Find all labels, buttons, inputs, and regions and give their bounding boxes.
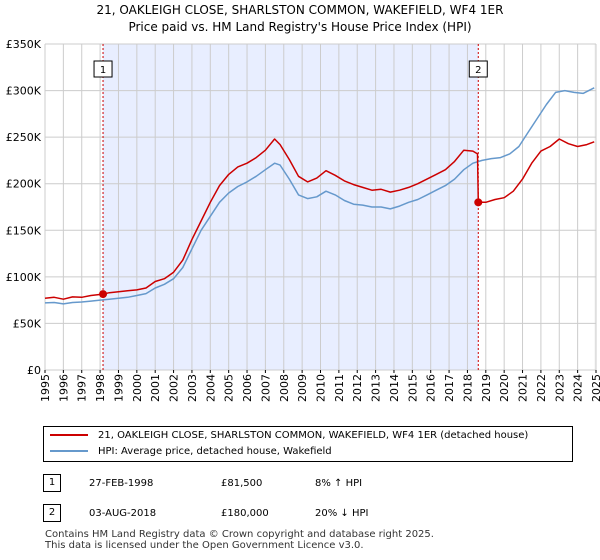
legend-item-property: 21, OAKLEIGH CLOSE, SHARLSTON COMMON, WA…	[50, 428, 528, 444]
y-tick-label: £150K	[6, 224, 42, 237]
chart-title: 21, OAKLEIGH CLOSE, SHARLSTON COMMON, WA…	[0, 2, 600, 36]
legend-label-property: 21, OAKLEIGH CLOSE, SHARLSTON COMMON, WA…	[98, 430, 529, 441]
series-line-hpi	[44, 87, 595, 305]
grid-lines	[44, 43, 597, 371]
x-tick-label: 2004	[204, 374, 217, 402]
x-tick-label: 2006	[241, 374, 254, 402]
x-tick-label: 2007	[259, 374, 272, 402]
x-tick-label: 2019	[480, 374, 493, 402]
legend-swatch-property	[50, 434, 88, 436]
x-tick-label: 2022	[535, 374, 548, 402]
series-line-property	[44, 138, 595, 300]
x-tick-label: 2001	[149, 374, 162, 402]
sale-hpi-note: 20% ↓ HPI	[315, 508, 369, 519]
footer: Contains HM Land Registry data © Crown c…	[45, 529, 434, 551]
legend: 21, OAKLEIGH CLOSE, SHARLSTON COMMON, WA…	[43, 426, 573, 462]
x-tick-label: 1995	[39, 374, 52, 402]
x-tick-label: 2011	[333, 374, 346, 402]
y-tick-label: £200K	[6, 178, 42, 191]
x-tick-label: 1998	[94, 374, 107, 402]
x-tick-label: 2015	[406, 374, 419, 402]
y-tick-label: £350K	[6, 38, 42, 51]
x-tick-label: 2003	[186, 374, 199, 402]
x-tick-label: 2017	[443, 374, 456, 402]
legend-item-hpi: HPI: Average price, detached house, Wake…	[50, 444, 332, 460]
y-tick-label: £100K	[6, 271, 42, 284]
x-tick-label: 2023	[553, 374, 566, 402]
legend-swatch-hpi	[50, 450, 88, 452]
x-tick-label: 2013	[370, 374, 383, 402]
sale-price: £81,500	[221, 478, 263, 489]
event-box-1	[93, 60, 113, 78]
x-tick-label: 2002	[168, 374, 181, 402]
event-label-1: 1	[100, 65, 106, 76]
sale-marker-1	[99, 290, 108, 299]
x-tick-label: 2024	[572, 374, 585, 402]
chart-title-line2: Price paid vs. HM Land Registry's House …	[128, 20, 472, 34]
x-tick-label: 2018	[461, 374, 474, 402]
x-tick-label: 2005	[223, 374, 236, 402]
chart-title-line1: 21, OAKLEIGH CLOSE, SHARLSTON COMMON, WA…	[96, 3, 504, 17]
y-tick-label: £0	[27, 364, 41, 377]
footer-line2: This data is licensed under the Open Gov…	[45, 540, 364, 551]
footer-line1: Contains HM Land Registry data © Crown c…	[45, 529, 434, 540]
sale-hpi-note: 8% ↑ HPI	[315, 478, 363, 489]
sale-label-box: 1	[43, 474, 61, 492]
event-label-2: 2	[475, 65, 481, 76]
ownership-shade	[103, 44, 479, 370]
x-tick-label: 2025	[590, 374, 600, 402]
x-tick-label: 2016	[425, 374, 438, 402]
y-axis-ticks: £0 £50K £100K £150K £200K £250K £300K £350K	[6, 38, 42, 377]
y-tick-label: £300K	[6, 85, 42, 98]
sale-date: 27-FEB-1998	[89, 478, 154, 489]
x-tick-label: 2010	[315, 374, 328, 402]
x-tick-label: 1999	[112, 374, 125, 402]
x-tick-label: 1996	[57, 374, 70, 402]
sale-marker-2	[474, 198, 483, 207]
event-box-2	[468, 60, 488, 78]
x-tick-label: 2000	[131, 374, 144, 402]
x-tick-label: 2020	[498, 374, 511, 402]
sale-price: £180,000	[221, 508, 269, 519]
sale-label-box: 2	[43, 504, 61, 522]
x-tick-label: 1997	[76, 374, 89, 402]
forecast-region	[594, 44, 596, 370]
sale-markers	[99, 198, 483, 299]
x-tick-label: 2014	[388, 374, 401, 402]
x-axis-ticks: 1995 1996 1997 1998 1999 2000 2001 2002 2003 2004…	[39, 370, 600, 402]
x-tick-label: 2021	[517, 374, 530, 402]
legend-label-hpi: HPI: Average price, detached house, Wake…	[98, 446, 332, 457]
series-lines	[44, 87, 595, 305]
x-tick-label: 2012	[351, 374, 364, 402]
x-tick-label: 2009	[296, 374, 309, 402]
y-tick-label: £250K	[6, 131, 42, 144]
y-tick-label: £50K	[13, 317, 42, 330]
sale-date: 03-AUG-2018	[89, 508, 157, 519]
x-tick-label: 2008	[278, 374, 291, 402]
